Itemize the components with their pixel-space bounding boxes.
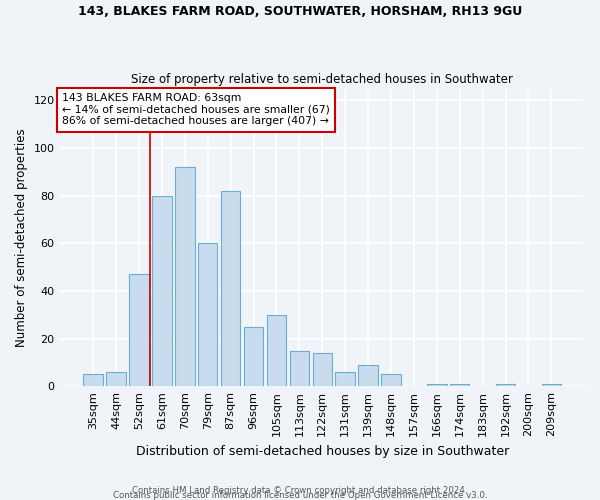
Bar (198, 244, 217, 386)
Bar (358, 365, 378, 386)
Bar (381, 374, 401, 386)
Bar (221, 191, 241, 386)
Bar (267, 315, 286, 386)
Bar (244, 327, 263, 386)
Text: Contains public sector information licensed under the Open Government Licence v3: Contains public sector information licen… (113, 490, 487, 500)
Bar (129, 274, 149, 386)
Bar (335, 372, 355, 386)
Text: Contains HM Land Registry data © Crown copyright and database right 2024.: Contains HM Land Registry data © Crown c… (132, 486, 468, 495)
Bar (496, 384, 515, 386)
Bar (290, 350, 309, 386)
Text: 143 BLAKES FARM ROAD: 63sqm
← 14% of semi-detached houses are smaller (67)
86% o: 143 BLAKES FARM ROAD: 63sqm ← 14% of sem… (62, 93, 330, 126)
Text: 143, BLAKES FARM ROAD, SOUTHWATER, HORSHAM, RH13 9GU: 143, BLAKES FARM ROAD, SOUTHWATER, HORSH… (78, 5, 522, 18)
X-axis label: Distribution of semi-detached houses by size in Southwater: Distribution of semi-detached houses by … (136, 444, 509, 458)
Bar (450, 384, 469, 386)
Bar (542, 384, 561, 386)
Bar (106, 372, 126, 386)
Bar (152, 196, 172, 386)
Title: Size of property relative to semi-detached houses in Southwater: Size of property relative to semi-detach… (131, 73, 513, 86)
Bar (83, 374, 103, 386)
Bar (313, 353, 332, 386)
Y-axis label: Number of semi-detached properties: Number of semi-detached properties (15, 128, 28, 346)
Bar (427, 384, 446, 386)
Bar (175, 167, 194, 386)
